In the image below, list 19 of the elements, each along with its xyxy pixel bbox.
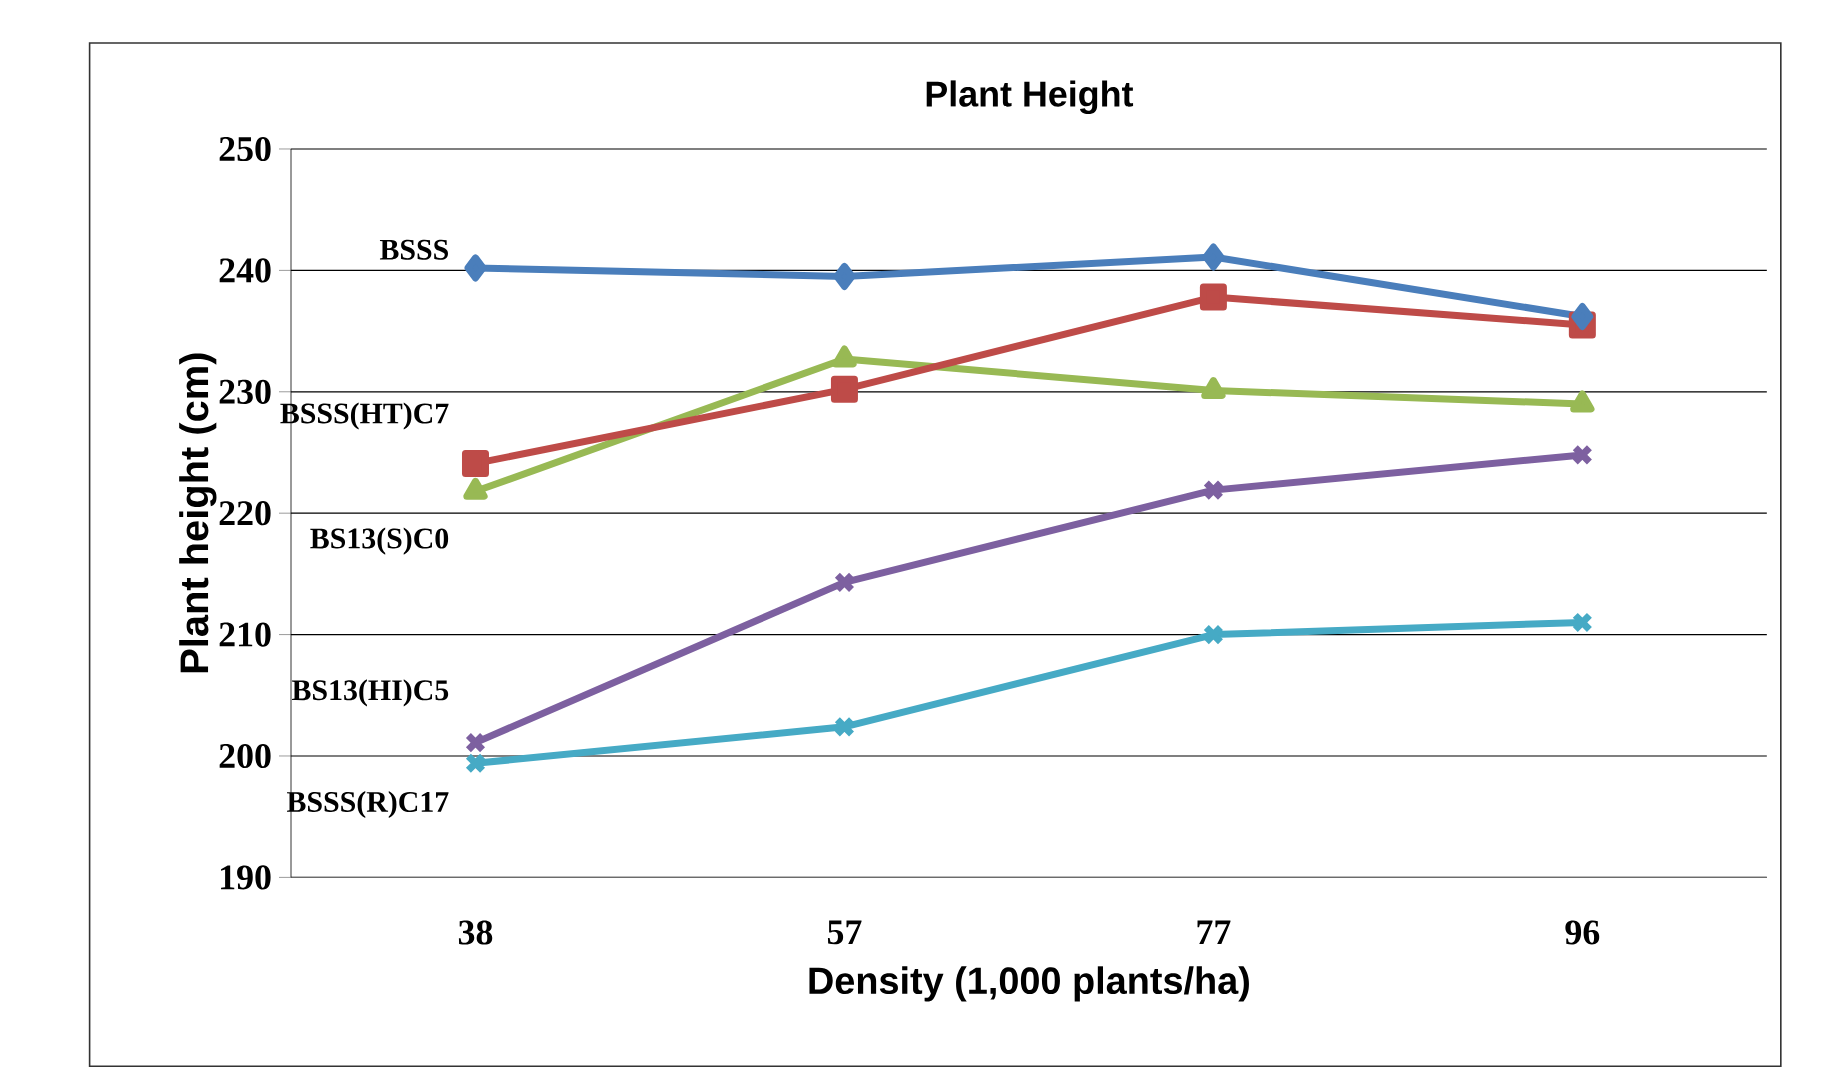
y-tick-label: 240 bbox=[219, 258, 271, 283]
x-tick-label: 57 bbox=[827, 920, 862, 945]
series-label: BSSS(HT)C7 bbox=[280, 402, 449, 430]
x-axis-title: Density (1,000 plants/ha) bbox=[809, 966, 1249, 1002]
x-tick-label: 38 bbox=[458, 920, 493, 945]
x-tick-label: 96 bbox=[1565, 920, 1600, 945]
series-label: BSSS bbox=[379, 239, 448, 260]
y-tick-label: 250 bbox=[219, 136, 271, 162]
y-tick-label: 210 bbox=[219, 622, 271, 647]
series-label: BS13(S)C0 bbox=[310, 527, 449, 555]
series-label: BSSS(R)C17 bbox=[287, 791, 449, 819]
y-axis-title: Plant height (cm) bbox=[179, 353, 217, 673]
y-tick-label: 200 bbox=[219, 743, 271, 769]
y-tick-label: 190 bbox=[221, 865, 271, 890]
chart-title: Plant Height bbox=[926, 80, 1134, 114]
series-label: BS13(HI)C5 bbox=[292, 679, 449, 707]
x-tick-label: 77 bbox=[1197, 920, 1231, 944]
y-tick-label: 230 bbox=[219, 379, 271, 404]
y-tick-label: 220 bbox=[219, 501, 271, 526]
